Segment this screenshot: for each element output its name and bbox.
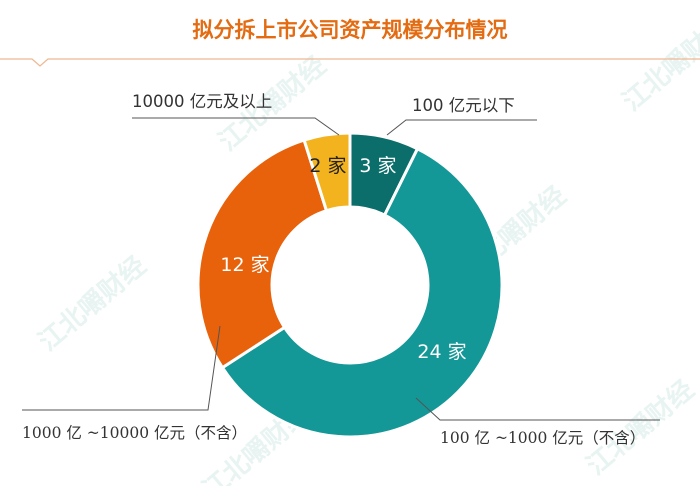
value-label-100-1000: 24 家: [417, 341, 466, 363]
value-label-under-100: 3 家: [359, 155, 396, 177]
category-label-under-100: 100 亿元以下: [412, 96, 515, 115]
category-label-above-10000: 10000 亿元及以上: [132, 92, 272, 111]
leader-lines: [22, 117, 660, 421]
leader-line-above-10000: [132, 117, 340, 136]
value-label-1000-10000: 12 家: [220, 254, 269, 276]
donut-slices: [196, 131, 504, 439]
svg-text:江北嚼财经: 江北嚼财经: [617, 10, 700, 117]
chart-title: 拟分拆上市公司资产规模分布情况: [193, 18, 508, 42]
leader-line-1000-10000: [22, 325, 221, 411]
leader-line-under-100: [386, 119, 537, 136]
value-label-above-10000: 2 家: [309, 155, 346, 177]
category-label-100-1000: 100 亿 ~1000 亿元（不含）: [440, 429, 645, 447]
slice-above-10000: [302, 131, 352, 213]
slice-100-1000: [220, 146, 504, 439]
title-underline: [0, 58, 700, 67]
svg-text:江北嚼财经: 江北嚼财经: [33, 250, 153, 357]
svg-text:江北嚼财经: 江北嚼财经: [581, 374, 700, 481]
category-label-1000-10000: 1000 亿 ~10000 亿元（不含）: [22, 424, 247, 442]
slice-1000-10000: [196, 138, 329, 370]
leader-line-100-1000: [415, 397, 660, 421]
